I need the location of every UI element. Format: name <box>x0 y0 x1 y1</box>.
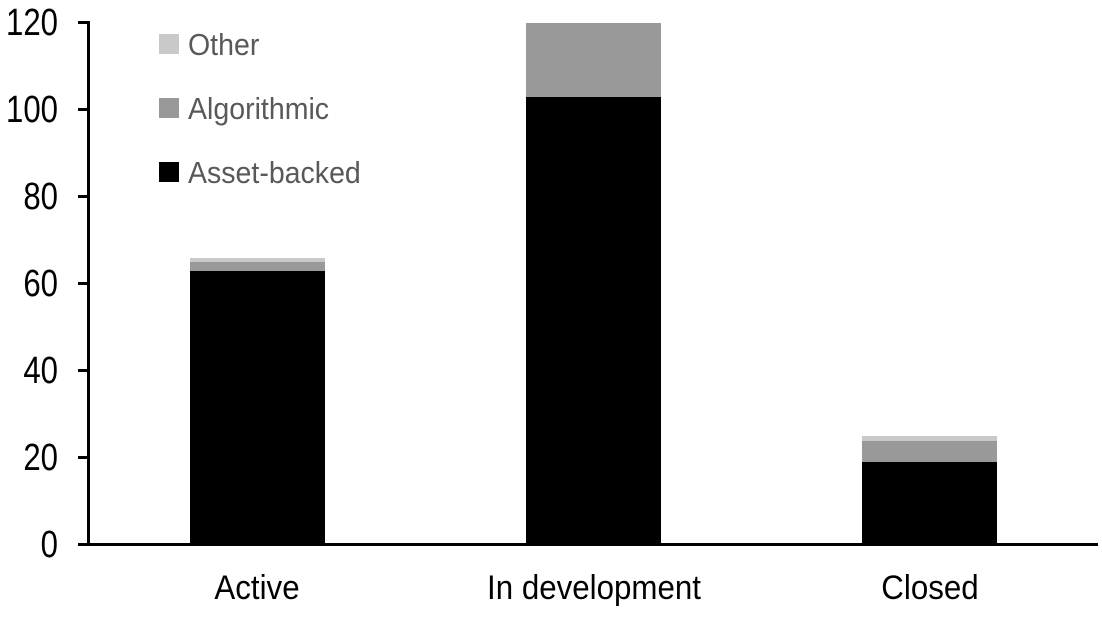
y-axis-tick-mark <box>78 108 89 111</box>
legend-item-other: Other <box>159 24 266 64</box>
y-axis-tick-mark <box>78 195 89 198</box>
legend-swatch-icon <box>159 98 179 118</box>
y-axis-tick-label: 40 <box>23 350 58 392</box>
bar-segment-asset-backed <box>862 462 998 545</box>
legend-swatch-icon <box>159 34 179 54</box>
y-axis-tick-label: 0 <box>40 524 58 566</box>
bar-segment-other <box>862 436 998 441</box>
legend-label: Algorithmic <box>188 90 330 126</box>
y-axis-tick-label: 80 <box>23 176 58 218</box>
x-axis-category-label: Active <box>214 569 300 607</box>
bar-segment-other <box>189 257 325 263</box>
legend-item-asset-backed: Asset-backed <box>159 152 376 192</box>
legend-label: Other <box>188 26 260 62</box>
bar-active <box>189 0 325 545</box>
y-axis-tick-mark <box>78 369 89 372</box>
y-axis-tick-label: 120 <box>6 2 58 44</box>
y-axis-tick-label: 60 <box>23 263 58 305</box>
legend-item-algorithmic: Algorithmic <box>159 88 341 128</box>
x-axis-category-label: Closed <box>881 569 979 607</box>
y-axis-tick-label: 100 <box>6 89 58 131</box>
legend-swatch-icon <box>159 162 179 182</box>
bar-closed <box>862 0 998 545</box>
y-axis-tick-label: 20 <box>23 437 58 479</box>
y-axis-tick-mark <box>78 282 89 285</box>
bar-segment-asset-backed <box>189 271 325 545</box>
bar-segment-algorithmic <box>189 262 325 271</box>
bar-segment-algorithmic <box>862 440 998 463</box>
y-axis-tick-mark <box>78 21 89 24</box>
bar-segment-algorithmic <box>526 23 661 97</box>
bar-segment-asset-backed <box>526 97 661 545</box>
legend-label: Asset-backed <box>188 154 361 190</box>
x-axis-category-label: In development <box>486 569 701 607</box>
bar-in-development <box>526 0 661 545</box>
y-axis-tick-mark <box>78 456 89 459</box>
